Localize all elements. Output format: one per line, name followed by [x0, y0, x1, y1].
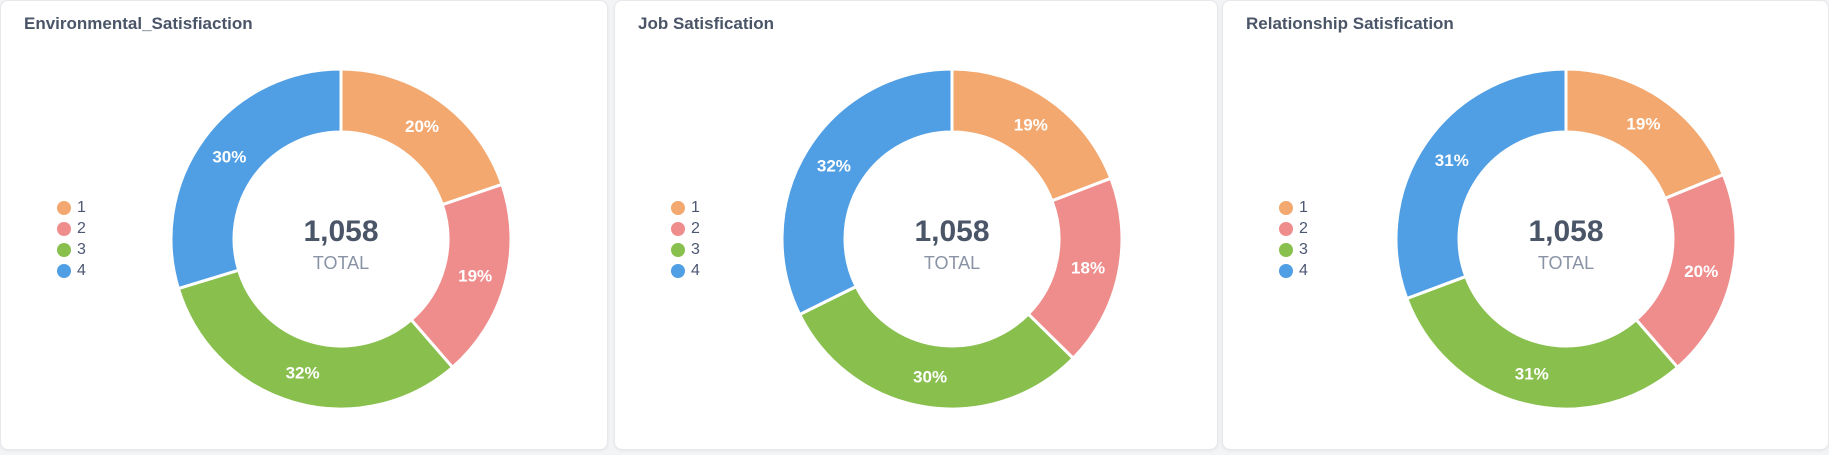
legend-dot — [1279, 221, 1293, 236]
slice-percent-label: 19% — [458, 266, 492, 285]
legend: 1 2 3 4 — [1279, 197, 1308, 281]
legend-dot — [671, 200, 685, 215]
donut-chart: 19% 20% 31% 31% 1,058 TOTAL — [1394, 67, 1738, 411]
legend-dot — [1279, 263, 1293, 278]
slice-percent-label: 30% — [212, 147, 246, 166]
legend-label: 3 — [77, 240, 86, 258]
slice-percent-label: 19% — [1626, 115, 1660, 134]
donut-slice-3[interactable] — [1404, 274, 1680, 411]
legend: 1 2 3 4 — [57, 197, 86, 281]
donut-slice-3[interactable] — [176, 268, 455, 411]
legend-dot — [57, 242, 71, 257]
legend-label: 1 — [691, 198, 700, 216]
donut-slice-4[interactable] — [169, 67, 343, 291]
legend-label: 3 — [691, 240, 700, 258]
card-title[interactable]: Job Satisfication — [638, 14, 775, 33]
legend-dot — [671, 221, 685, 236]
legend-label: 2 — [1299, 219, 1308, 237]
slice-percent-label: 32% — [817, 157, 851, 176]
legend-item-1[interactable]: 1 — [671, 197, 700, 218]
legend-dot — [57, 263, 71, 278]
slice-percent-label: 20% — [405, 117, 439, 136]
legend-dot — [57, 200, 71, 215]
legend-label: 2 — [691, 219, 700, 237]
legend-label: 1 — [77, 198, 86, 216]
total-label: TOTAL — [924, 253, 980, 273]
legend-item-2[interactable]: 2 — [57, 218, 86, 239]
slice-percent-label: 32% — [286, 364, 320, 383]
total-value: 1,058 — [1528, 215, 1603, 248]
legend-dot — [1279, 200, 1293, 215]
total-label: TOTAL — [1538, 253, 1594, 273]
total-value: 1,058 — [914, 215, 989, 248]
legend-dot — [1279, 242, 1293, 257]
legend-item-1[interactable]: 1 — [57, 197, 86, 218]
card-title[interactable]: Environmental_Satisfiaction — [24, 14, 253, 33]
slice-percent-label: 31% — [1435, 151, 1469, 170]
legend-item-4[interactable]: 4 — [1279, 260, 1308, 281]
total-label: TOTAL — [313, 253, 369, 273]
legend-dot — [671, 263, 685, 278]
environmental-satisfaction-card: Environmental_Satisfiaction 1 2 3 4 20% 1… — [0, 0, 608, 450]
legend-label: 2 — [77, 219, 86, 237]
donut-slice-4[interactable] — [1394, 67, 1568, 301]
legend-item-3[interactable]: 3 — [1279, 239, 1308, 260]
donut-chart: 20% 19% 32% 30% 1,058 TOTAL — [169, 67, 513, 411]
donut-slice-4[interactable] — [780, 67, 954, 317]
slice-percent-label: 30% — [913, 367, 947, 386]
legend-dot — [57, 221, 71, 236]
job-satisfaction-card: Job Satisfication 1 2 3 4 19% 18% 30% 32% 1… — [614, 0, 1218, 450]
legend-item-3[interactable]: 3 — [671, 239, 700, 260]
legend-label: 4 — [1299, 261, 1308, 279]
donut-slice-1[interactable] — [339, 67, 504, 207]
legend-item-4[interactable]: 4 — [671, 260, 700, 281]
donut-slice-1[interactable] — [950, 67, 1113, 203]
legend-dot — [671, 242, 685, 257]
card-title[interactable]: Relationship Satisfication — [1246, 14, 1454, 33]
legend-label: 4 — [691, 261, 700, 279]
legend-label: 1 — [1299, 198, 1308, 216]
slice-percent-label: 18% — [1071, 258, 1105, 277]
total-value: 1,058 — [303, 215, 378, 248]
legend-item-3[interactable]: 3 — [57, 239, 86, 260]
legend-label: 3 — [1299, 240, 1308, 258]
slice-percent-label: 31% — [1515, 365, 1549, 384]
slice-percent-label: 20% — [1684, 262, 1718, 281]
legend: 1 2 3 4 — [671, 197, 700, 281]
slice-percent-label: 19% — [1014, 116, 1048, 135]
relationship-satisfaction-card: Relationship Satisfication 1 2 3 4 19% 20… — [1222, 0, 1829, 450]
donut-chart: 19% 18% 30% 32% 1,058 TOTAL — [780, 67, 1124, 411]
legend-item-1[interactable]: 1 — [1279, 197, 1308, 218]
legend-item-2[interactable]: 2 — [1279, 218, 1308, 239]
legend-item-2[interactable]: 2 — [671, 218, 700, 239]
donut-slice-1[interactable] — [1564, 67, 1726, 201]
donut-slice-3[interactable] — [797, 284, 1076, 411]
legend-item-4[interactable]: 4 — [57, 260, 86, 281]
legend-label: 4 — [77, 261, 86, 279]
